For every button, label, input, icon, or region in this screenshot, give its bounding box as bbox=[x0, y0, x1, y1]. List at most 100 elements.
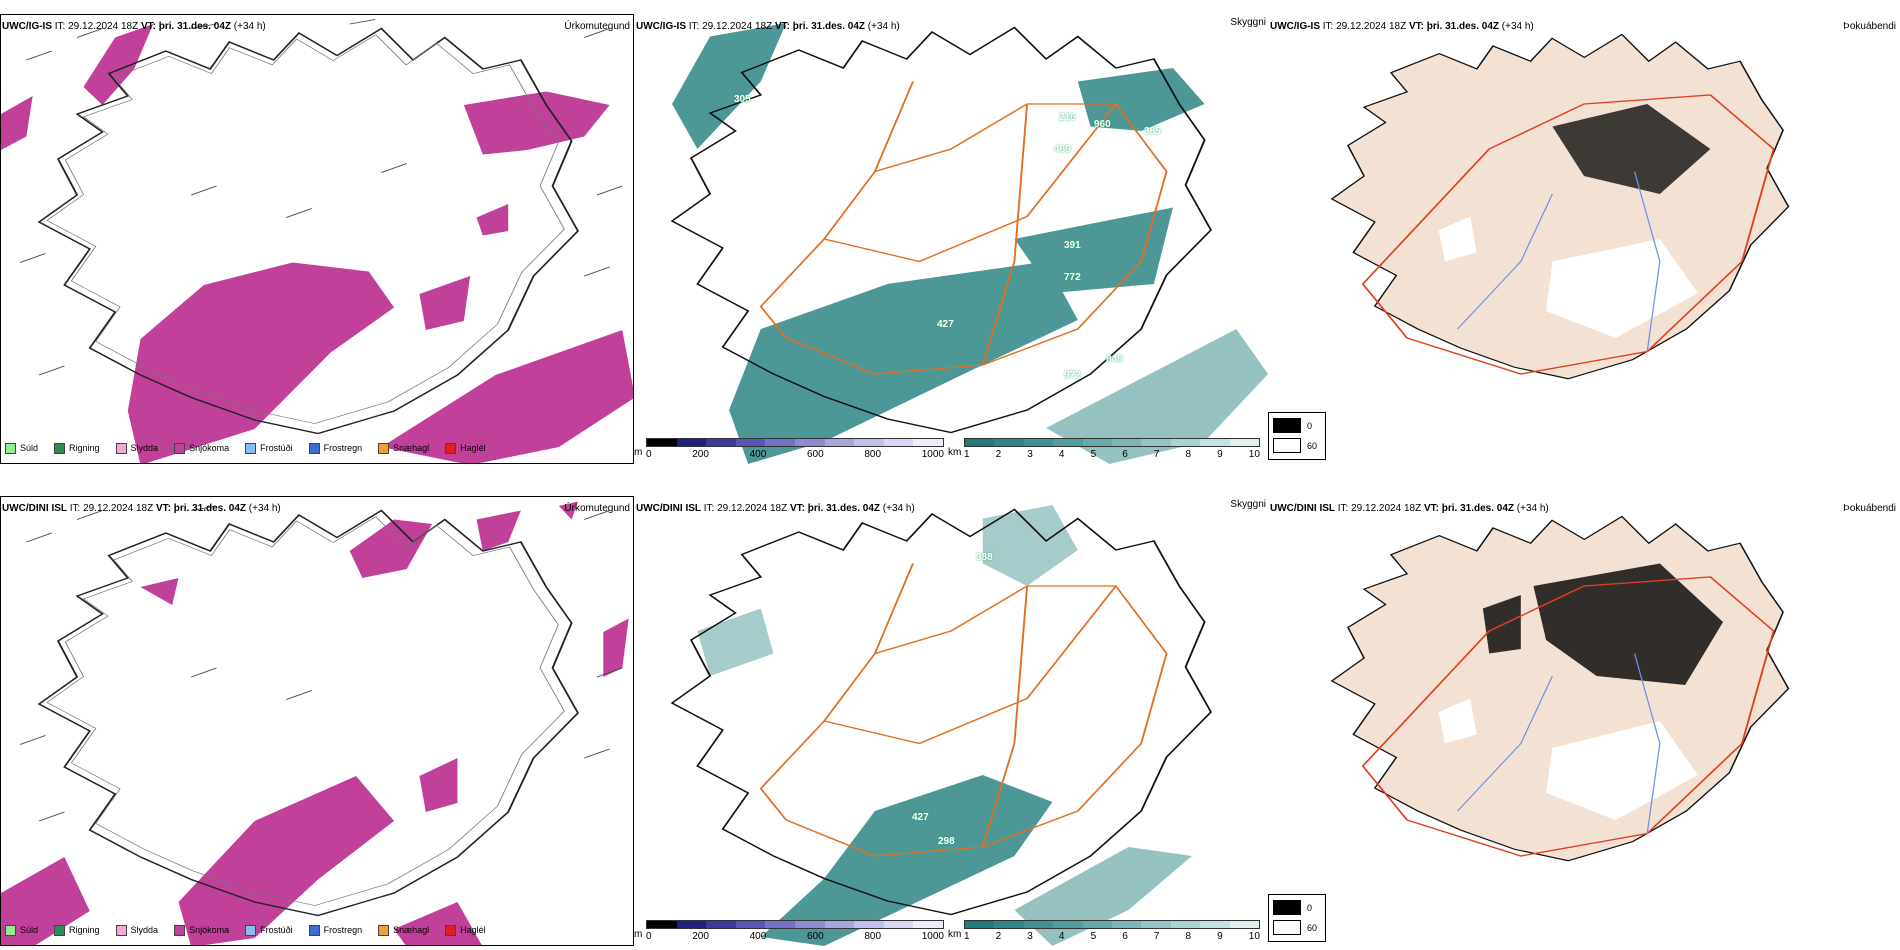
legend-swatch bbox=[245, 442, 257, 454]
legend-item: Haglél bbox=[445, 924, 486, 936]
colorbar-ticks: 0 200 400 600 800 1000 bbox=[646, 449, 944, 460]
low-visibility-areas bbox=[697, 505, 1192, 946]
roads bbox=[1361, 94, 1775, 375]
lead-time: (+34 h) bbox=[1501, 21, 1534, 32]
visibility-m-colorbar-row1: m 0 200 400 600 800 1000 bbox=[634, 920, 944, 942]
tick-label: 3 bbox=[1027, 931, 1033, 942]
colorbar-strip bbox=[646, 438, 944, 447]
legend-label: Haglél bbox=[460, 925, 486, 935]
tick-label: 800 bbox=[864, 449, 882, 460]
lead-time: (+34 h) bbox=[1516, 503, 1549, 514]
legend-swatch bbox=[54, 924, 66, 936]
it-label: IT: bbox=[1322, 21, 1334, 32]
vt-label: VT: bbox=[774, 21, 790, 32]
fog-key-row: 0 bbox=[1273, 418, 1312, 433]
colorbar-strip bbox=[964, 438, 1260, 447]
vt-label: VT: bbox=[155, 503, 171, 514]
legend-label: Snjókoma bbox=[189, 925, 230, 935]
vt-label: VT: bbox=[140, 21, 156, 32]
legend-item: Snæhagl bbox=[378, 442, 429, 454]
precip-title-row1: Úrkomutegund bbox=[564, 503, 630, 514]
vis-value: 848 bbox=[1106, 354, 1123, 365]
tick-label: 7 bbox=[1153, 931, 1160, 942]
legend-label: Súld bbox=[20, 925, 39, 935]
legend-swatch bbox=[445, 442, 457, 454]
tick-label: 600 bbox=[807, 931, 824, 942]
legend-item: Súld bbox=[5, 924, 39, 936]
tick-label: 3 bbox=[1027, 449, 1033, 460]
visibility-map-row0 bbox=[634, 14, 1268, 464]
legend-label: Snjókoma bbox=[189, 443, 230, 453]
vt-value: þri. 31.des. 04Z bbox=[807, 503, 881, 514]
tick-label: 200 bbox=[692, 449, 709, 460]
row0-header-fog: UWC/IG-IS IT: 29.12.2024 18Z VT: þri. 31… bbox=[1270, 21, 1534, 32]
vis-value: 298 bbox=[938, 836, 955, 847]
vt-value: þri. 31.des. 04Z bbox=[1441, 503, 1515, 514]
lead-time: (+34 h) bbox=[233, 21, 266, 32]
fog-map-row1 bbox=[1268, 496, 1900, 946]
it-value: 29.12.2024 18Z bbox=[68, 21, 139, 32]
visibility-km-colorbar-row0: km 1 2 3 4 5 6 7 8 9 10 bbox=[948, 438, 1260, 460]
tick-label: 6 bbox=[1122, 931, 1128, 942]
precip-legend-row0: Súld Rigning Slydda Snjókoma Frostúði Fr… bbox=[5, 441, 486, 455]
it-label: IT: bbox=[69, 503, 81, 514]
model-name: UWC/DINI ISL bbox=[1270, 503, 1335, 514]
snow-areas bbox=[1, 24, 633, 463]
fog-key-label: 0 bbox=[1307, 420, 1313, 431]
row1-header-visibility: UWC/DINI ISL IT: 29.12.2024 18Z VT: þri.… bbox=[636, 503, 915, 514]
precip-legend-row1: Súld Rigning Slydda Snjókoma Frostúði Fr… bbox=[5, 923, 486, 937]
legend-label: Frostúði bbox=[260, 925, 293, 935]
legend-item: Snjókoma bbox=[174, 442, 230, 454]
tick-label: 2 bbox=[995, 449, 1002, 460]
model-name: UWC/IG-IS bbox=[2, 21, 52, 32]
fog-title-row0: Þokuábendi bbox=[1843, 21, 1896, 32]
it-label: IT: bbox=[1337, 503, 1349, 514]
vis-value: 216 bbox=[1059, 112, 1076, 123]
legend-label: Snæhagl bbox=[393, 925, 430, 935]
legend-item: Snjókoma bbox=[174, 924, 230, 936]
legend-item: Slydda bbox=[115, 442, 158, 454]
rivers bbox=[1457, 653, 1661, 834]
fog-key-row1: 0 60 bbox=[1268, 894, 1326, 942]
wind-barbs bbox=[19, 19, 623, 376]
tick-label: 9 bbox=[1217, 931, 1223, 942]
precip-title-row0: Úrkomutegund bbox=[564, 21, 630, 32]
legend-swatch bbox=[308, 924, 320, 936]
vt-value: þri. 31.des. 04Z bbox=[173, 503, 247, 514]
tick-label: 9 bbox=[1217, 449, 1223, 460]
tick-label: 6 bbox=[1122, 449, 1128, 460]
legend-swatch bbox=[445, 924, 457, 936]
legend-label: Frostúði bbox=[260, 443, 293, 453]
rivers bbox=[1457, 171, 1661, 352]
vis-value: 972 bbox=[1064, 370, 1081, 381]
tick-label: 8 bbox=[1185, 449, 1192, 460]
tick-label: 0 bbox=[646, 931, 652, 942]
vis-value: 427 bbox=[937, 319, 954, 330]
vis-value: 388 bbox=[976, 552, 993, 563]
legend-label: Súld bbox=[20, 443, 39, 453]
tick-label: 7 bbox=[1153, 449, 1160, 460]
snow-areas bbox=[1, 501, 629, 945]
model-name: UWC/DINI ISL bbox=[636, 503, 701, 514]
colorbar-unit: m bbox=[634, 929, 643, 940]
fog-dark-areas bbox=[1552, 104, 1711, 194]
fog-panel-row0: 0 60 bbox=[1268, 14, 1900, 464]
low-visibility-areas bbox=[672, 23, 1268, 464]
road-network bbox=[759, 81, 1168, 375]
legend-item: Haglél bbox=[445, 442, 486, 454]
tick-label: 1 bbox=[964, 931, 970, 942]
colorbar-ticks: 0 200 400 600 800 1000 bbox=[646, 931, 944, 942]
it-label: IT: bbox=[54, 21, 66, 32]
legend-swatch bbox=[245, 924, 257, 936]
legend-swatch bbox=[378, 924, 390, 936]
fog-key-label: 60 bbox=[1307, 440, 1318, 451]
precip-panel-row0: Súld Rigning Slydda Snjókoma Frostúði Fr… bbox=[0, 14, 634, 464]
colorbar-unit: km bbox=[948, 447, 962, 458]
row1-header-fog: UWC/DINI ISL IT: 29.12.2024 18Z VT: þri.… bbox=[1270, 503, 1549, 514]
legend-swatch bbox=[115, 924, 127, 936]
row0-header-precip: UWC/IG-IS IT: 29.12.2024 18Z VT: þri. 31… bbox=[2, 21, 266, 32]
legend-swatch bbox=[308, 442, 320, 454]
fog-key-row0: 0 60 bbox=[1268, 412, 1326, 460]
legend-label: Haglél bbox=[460, 443, 486, 453]
visibility-m-colorbar-row0: m 0 200 400 600 800 1000 bbox=[634, 438, 944, 460]
